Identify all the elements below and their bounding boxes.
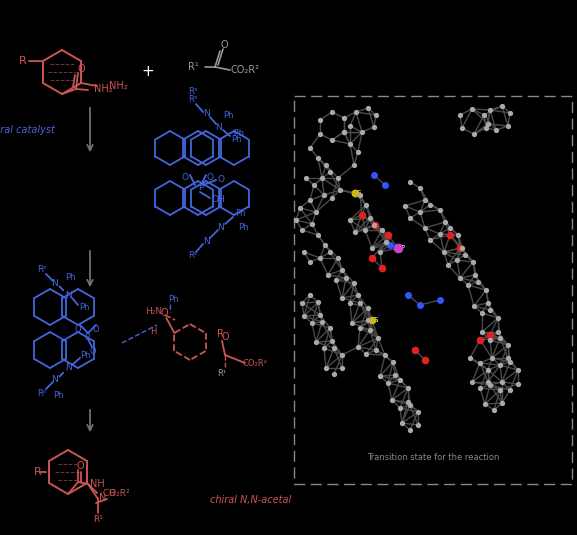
Text: N: N [99, 493, 107, 503]
Text: ·Ph: ·Ph [231, 129, 245, 139]
Text: chiral N,N-acetal: chiral N,N-acetal [210, 495, 291, 505]
Text: Ph: Ph [231, 135, 241, 144]
Text: R²: R² [38, 265, 47, 274]
Text: N: N [203, 110, 209, 118]
Text: P: P [84, 332, 89, 341]
Text: Ph: Ph [223, 111, 233, 119]
Text: O: O [77, 64, 85, 74]
Text: Ph: Ph [238, 224, 248, 233]
Text: S: S [374, 317, 378, 323]
Text: N: N [216, 123, 222, 132]
Text: R: R [216, 329, 223, 339]
Text: P: P [198, 182, 204, 192]
Text: O: O [218, 174, 224, 184]
Text: +: + [141, 65, 155, 80]
Text: N: N [218, 223, 224, 232]
Text: O: O [207, 173, 213, 182]
Text: O: O [160, 308, 168, 318]
Text: Ph: Ph [78, 303, 89, 312]
Text: Ph: Ph [235, 209, 245, 218]
Text: NH₂: NH₂ [94, 84, 113, 94]
Text: ·CO₂R²: ·CO₂R² [100, 490, 130, 499]
Text: R: R [19, 56, 27, 66]
Text: CO₂R²: CO₂R² [242, 358, 267, 368]
Text: R¹: R¹ [218, 369, 227, 378]
Text: N: N [65, 363, 72, 371]
Text: N: N [65, 292, 72, 301]
Text: R¹: R¹ [93, 515, 103, 524]
Text: R¹: R¹ [188, 62, 198, 72]
Text: O: O [221, 332, 229, 342]
Text: N: N [51, 279, 58, 288]
Text: CO₂R²: CO₂R² [230, 65, 260, 75]
Text: O: O [74, 325, 81, 333]
Text: Ph: Ph [80, 350, 90, 360]
Text: Ph: Ph [65, 272, 75, 281]
Text: OH: OH [211, 195, 225, 203]
Text: chiral catalyst: chiral catalyst [0, 125, 55, 135]
Text: Ph: Ph [168, 295, 178, 304]
Bar [294, 96, 572, 484]
Text: P: P [400, 245, 404, 251]
Text: R³: R³ [188, 96, 198, 104]
Text: Transition state for the reaction: Transition state for the reaction [367, 454, 499, 462]
Text: R: R [34, 467, 42, 477]
Text: R³: R³ [188, 88, 198, 96]
Text: O: O [89, 347, 96, 355]
Text: N: N [203, 236, 209, 246]
Text: O: O [182, 173, 189, 182]
Text: O: O [220, 40, 228, 50]
Text: S: S [357, 190, 361, 196]
Text: O: O [93, 325, 99, 333]
Text: H: H [150, 327, 156, 337]
Text: R²: R² [189, 250, 197, 259]
Text: O: O [76, 461, 84, 471]
Text: H₂N: H₂N [145, 308, 162, 317]
Text: NH₂: NH₂ [109, 81, 128, 91]
Text: H: H [108, 488, 114, 498]
Text: NH: NH [90, 479, 105, 489]
Text: R²: R² [38, 388, 47, 398]
Text: Ph: Ph [53, 391, 63, 400]
Text: N: N [51, 374, 58, 384]
